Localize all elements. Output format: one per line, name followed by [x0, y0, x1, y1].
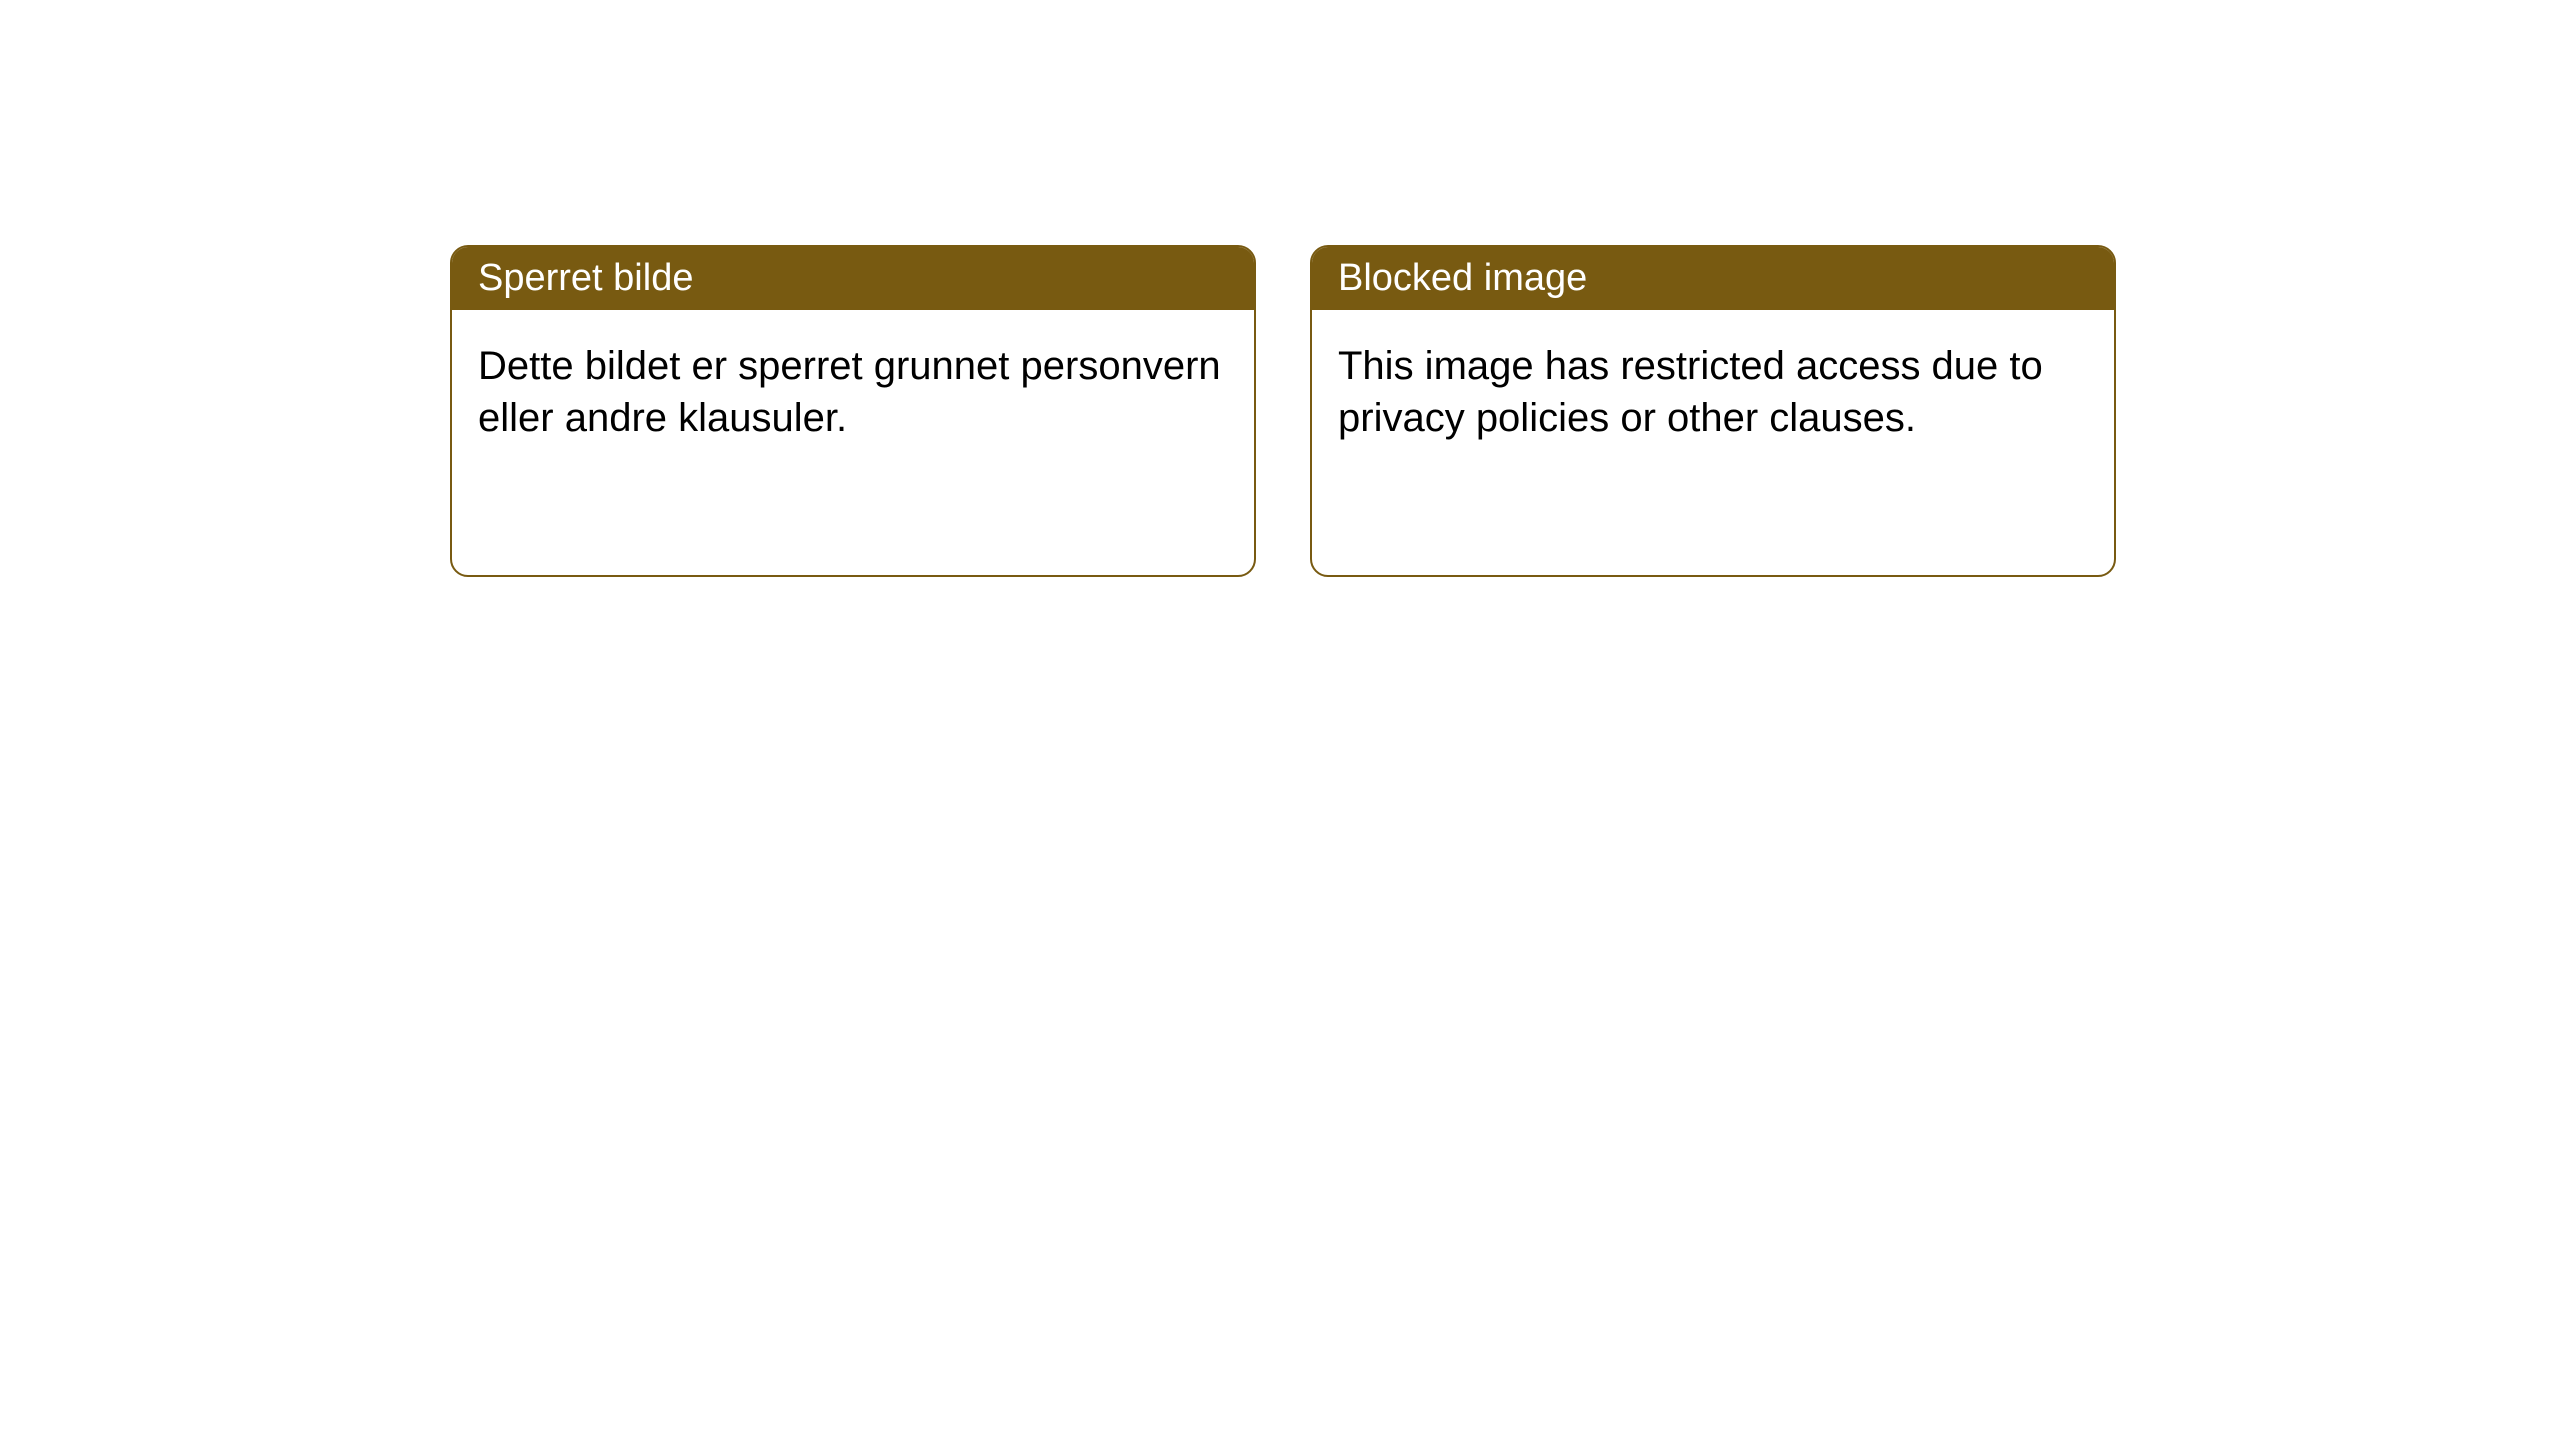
notice-container: Sperret bilde Dette bildet er sperret gr…	[0, 0, 2560, 577]
notice-card-english: Blocked image This image has restricted …	[1310, 245, 2116, 577]
notice-header: Sperret bilde	[452, 247, 1254, 310]
notice-body: This image has restricted access due to …	[1312, 310, 2114, 474]
notice-card-norwegian: Sperret bilde Dette bildet er sperret gr…	[450, 245, 1256, 577]
notice-header: Blocked image	[1312, 247, 2114, 310]
notice-body: Dette bildet er sperret grunnet personve…	[452, 310, 1254, 474]
